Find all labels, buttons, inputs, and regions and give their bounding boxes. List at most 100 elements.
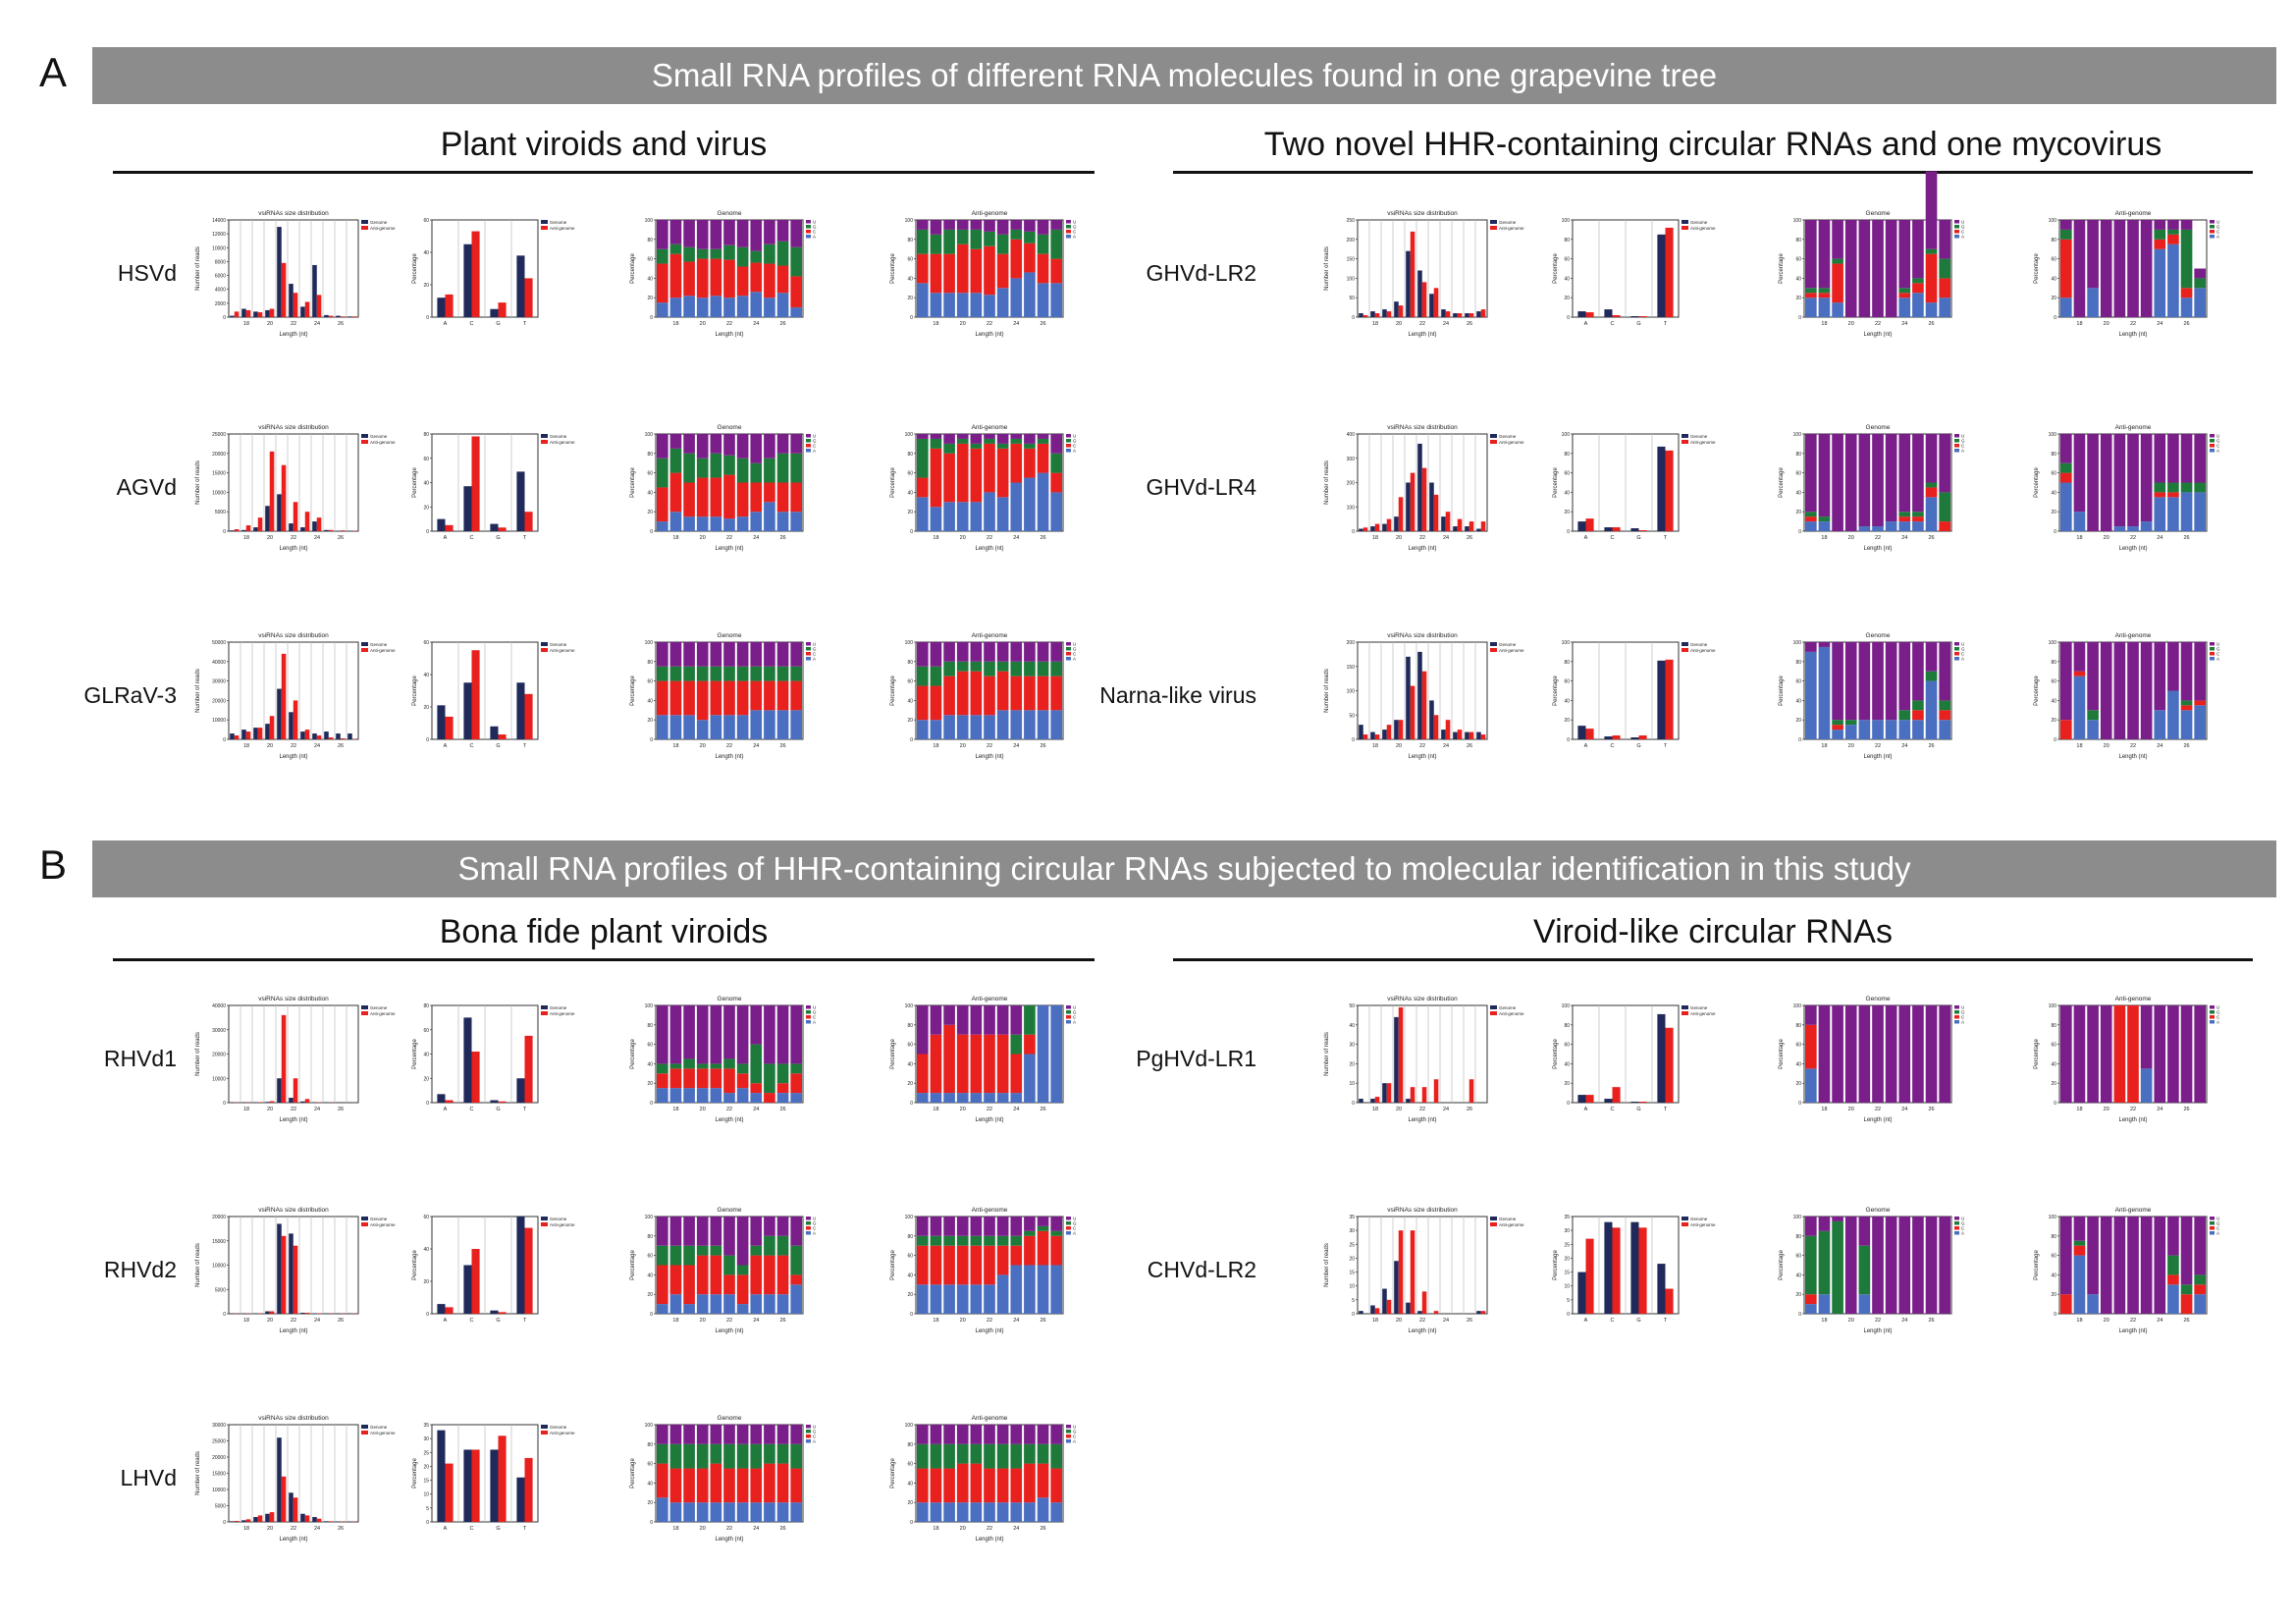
- stack-segment-g: [1939, 492, 1950, 522]
- stack-segment-a: [1050, 1005, 1062, 1103]
- bar-antigenome: [1386, 1299, 1392, 1314]
- legend-label-genome: Genome: [1499, 434, 1517, 439]
- stack-segment-c: [776, 1083, 789, 1094]
- stack-segment-c: [764, 1255, 775, 1295]
- legend-swatch-genome: [1490, 220, 1497, 224]
- legend-swatch-antigenome: [361, 226, 368, 230]
- stack-segment-a: [930, 1502, 942, 1522]
- stack-segment-c: [984, 1468, 995, 1503]
- bar-antigenome: [445, 716, 454, 739]
- bar-antigenome: [1410, 685, 1415, 739]
- y-tick-label: 0: [1352, 1101, 1355, 1107]
- y-tick-label: 10000: [212, 1488, 226, 1493]
- x-tick-label: 24: [2157, 1107, 2163, 1112]
- stack-segment-u: [750, 1217, 763, 1246]
- legend-label-u: U: [1073, 1217, 1076, 1221]
- legend-label-a: A: [2216, 235, 2219, 240]
- bar-antigenome: [340, 316, 346, 317]
- bar-antigenome: [269, 308, 275, 317]
- x-axis-label: Length (nt): [975, 1537, 1003, 1543]
- stack-segment-u: [1939, 1217, 1950, 1314]
- bar-antigenome: [1638, 1227, 1647, 1314]
- legend-label-a: A: [1073, 1231, 1076, 1236]
- legend-label-c: C: [1961, 1226, 1965, 1231]
- stack-segment-u: [696, 1217, 709, 1246]
- legend-label-genome: Genome: [550, 1425, 567, 1430]
- stack-segment-g: [764, 666, 775, 681]
- stack-segment-a: [736, 1304, 749, 1314]
- legend-label-c: C: [813, 1226, 817, 1231]
- bar-genome: [1465, 313, 1469, 317]
- stack-segment-c: [750, 1083, 763, 1094]
- stack-segment-a: [1010, 1265, 1023, 1314]
- stack-segment-a: [1925, 497, 1938, 531]
- stack-segment-u: [683, 220, 695, 247]
- y-tick-label: 20000: [212, 1455, 226, 1461]
- stack-segment-u: [984, 1217, 995, 1236]
- x-tick-label: 24: [753, 743, 759, 749]
- panel-b-banner: Small RNA profiles of HHR-containing cir…: [92, 840, 2276, 897]
- x-tick-label: 20: [700, 535, 706, 541]
- bar-genome: [230, 733, 235, 739]
- stack-segment-u: [2087, 220, 2099, 289]
- stack-segment-g: [2180, 229, 2193, 289]
- stack-segment-g: [696, 666, 709, 681]
- stack-segment-a: [750, 292, 763, 317]
- legend-swatch-c: [806, 1435, 811, 1438]
- stack-segment-u: [956, 220, 969, 230]
- stack-segment-c: [1037, 443, 1049, 473]
- stack-segment-g: [1024, 443, 1036, 449]
- y-tick-label: 20: [423, 1076, 429, 1082]
- bar-genome: [463, 1265, 472, 1314]
- bar-genome: [490, 308, 499, 317]
- bar-antigenome: [1638, 316, 1647, 317]
- x-tick-label: 22: [1875, 743, 1881, 749]
- stack-segment-g: [930, 438, 942, 449]
- legend-label-a: A: [813, 1231, 816, 1236]
- x-axis-label: Length (nt): [279, 1328, 307, 1334]
- legend-label-a: A: [1961, 1231, 1964, 1236]
- y-axis-label: Number of reads: [195, 460, 201, 505]
- bar-antigenome: [234, 735, 240, 739]
- y-tick-label: 60: [907, 1462, 913, 1468]
- x-tick-label: A: [444, 743, 448, 749]
- stack-segment-a: [970, 293, 983, 317]
- legend-label-u: U: [1961, 642, 1964, 647]
- bar-antigenome: [1665, 1288, 1674, 1314]
- stack-segment-g: [776, 241, 789, 266]
- stack-segment-a: [984, 1093, 995, 1103]
- legend-swatch-genome: [1490, 1005, 1497, 1009]
- bar-genome: [312, 1517, 317, 1522]
- y-tick-label: 80: [1795, 1023, 1801, 1029]
- stack-segment-u: [764, 1005, 775, 1064]
- stack-segment-a: [917, 497, 929, 531]
- stack-segment-g: [710, 666, 722, 681]
- y-tick-label: 20: [907, 718, 913, 724]
- bar-genome: [241, 308, 246, 317]
- y-tick-label: 80: [647, 1442, 653, 1448]
- y-tick-label: 60: [647, 1043, 653, 1049]
- stack-segment-c: [2194, 700, 2206, 706]
- stack-segment-u: [776, 220, 789, 242]
- y-tick-label: 80: [1795, 660, 1801, 666]
- y-tick-label: 35: [1564, 1215, 1570, 1220]
- y-tick-label: 0: [1352, 529, 1355, 535]
- bar-antigenome: [471, 436, 480, 531]
- stack-segment-g: [917, 1235, 929, 1246]
- y-tick-label: 0: [223, 529, 226, 535]
- stack-segment-c: [1050, 1468, 1062, 1503]
- stack-segment-a: [1898, 720, 1911, 739]
- stack-segment-u: [669, 1425, 682, 1444]
- stack-segment-u: [750, 1425, 763, 1444]
- legend-label-genome: Genome: [1690, 220, 1708, 225]
- stack-segment-g: [1832, 258, 1843, 264]
- bar-genome: [516, 1477, 525, 1522]
- y-tick-label: 200: [1347, 238, 1356, 244]
- stack-segment-g: [764, 1443, 775, 1464]
- legend-label-c: C: [813, 1435, 817, 1439]
- x-tick-label: 18: [243, 1107, 249, 1112]
- y-tick-label: 20: [647, 718, 653, 724]
- stack-segment-g: [1050, 453, 1062, 473]
